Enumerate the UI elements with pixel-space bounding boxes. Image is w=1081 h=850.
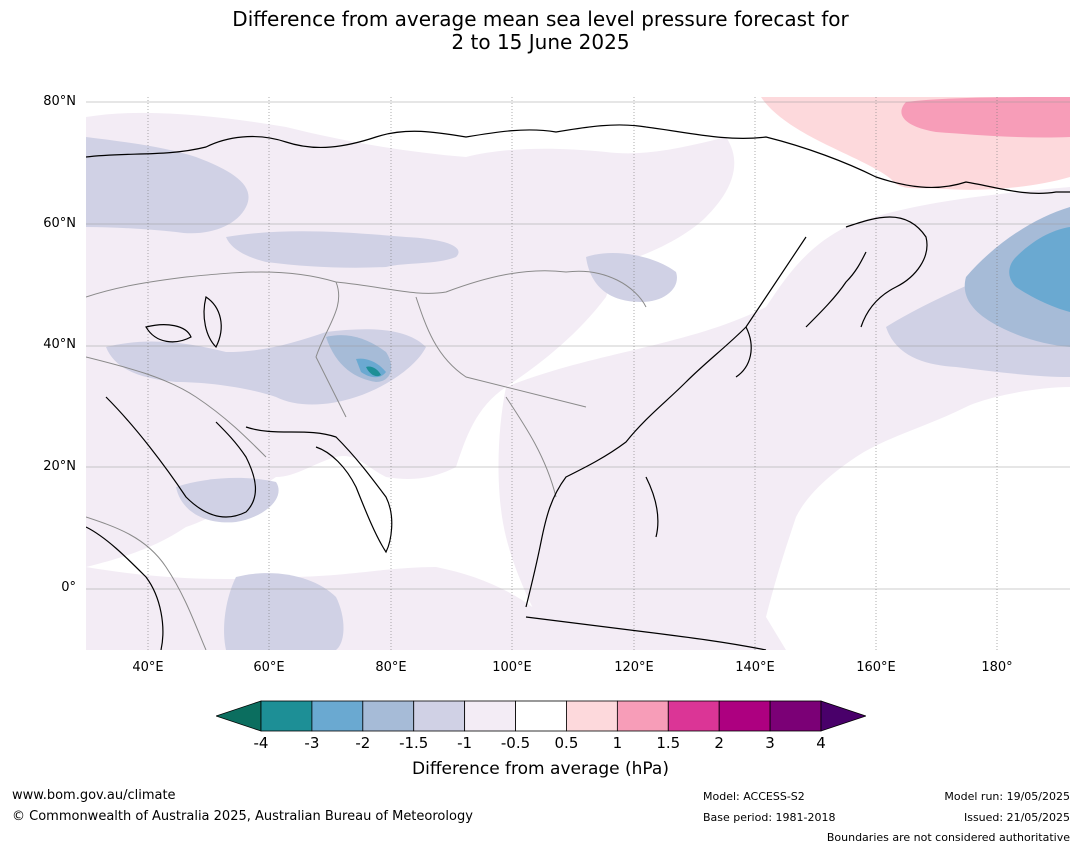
colorbar-swatch xyxy=(413,700,466,732)
colorbar xyxy=(214,700,868,732)
shade-band-minus1-5-e xyxy=(224,573,344,650)
colorbar-swatch xyxy=(464,700,516,732)
colorbar-swatch xyxy=(260,700,313,732)
colorbar-title: Difference from average (hPa) xyxy=(412,759,669,779)
colorbar-tick-label: 3 xyxy=(765,734,775,752)
footer-url-link[interactable]: www.bom.gov.au/climate xyxy=(12,788,176,803)
colorbar-extend-low xyxy=(214,700,262,732)
title-line-1: Difference from average mean sea level p… xyxy=(232,7,849,31)
shade-band-minus1-5-a xyxy=(86,137,249,234)
colorbar-swatch xyxy=(515,700,567,732)
country-boundaries xyxy=(86,270,647,650)
lat-label-20n: 20°N xyxy=(43,459,76,474)
footer-copyright: © Commonwealth of Australia 2025, Austra… xyxy=(12,809,473,824)
colorbar-tick-label: 1 xyxy=(612,734,623,752)
colorbar-tick-label: -4 xyxy=(253,734,269,752)
colorbar-tick-label: -1.5 xyxy=(399,734,429,752)
footer-disclaimer: Boundaries are not considered authoritat… xyxy=(826,831,1070,844)
lon-label-60e: 60°E xyxy=(253,660,285,675)
lon-label-100e: 100°E xyxy=(492,660,532,675)
shade-band-minus1-5-b xyxy=(226,231,459,268)
colorbar-tick-label: -3 xyxy=(304,734,320,752)
colorbar-swatch xyxy=(769,700,822,732)
footer-issued: Issued: 21/05/2025 xyxy=(963,811,1070,824)
shade-band-plus1-northeast xyxy=(901,97,1070,138)
colorbar-tick-label: 2 xyxy=(714,734,724,752)
shade-band-minus4-himalaya xyxy=(366,366,381,377)
colorbar-tick-label: -2 xyxy=(355,734,371,752)
lat-label-40n: 40°N xyxy=(43,337,76,352)
shade-band-minus1-5-d xyxy=(176,477,279,523)
lat-label-60n: 60°N xyxy=(43,216,76,231)
lat-label-80n: 80°N xyxy=(43,94,76,109)
colorbar-tick-label: 0.5 xyxy=(554,734,579,752)
colorbar-tick-label: 4 xyxy=(816,734,826,752)
colorbar-swatch xyxy=(311,700,364,732)
meridians xyxy=(147,97,998,650)
lon-label-160e: 160°E xyxy=(856,660,896,675)
colorbar-swatch xyxy=(616,700,669,732)
colorbar-swatch xyxy=(667,700,720,732)
map-title: Difference from average mean sea level p… xyxy=(0,8,1081,54)
lon-label-140e: 140°E xyxy=(735,660,775,675)
lon-label-120e: 120°E xyxy=(614,660,654,675)
anomaly-shading xyxy=(86,97,1070,650)
title-line-2: 2 to 15 June 2025 xyxy=(451,30,630,54)
pressure-anomaly-map xyxy=(86,97,1070,650)
lon-label-180: 180° xyxy=(981,660,1013,675)
coastlines xyxy=(86,124,1070,650)
footer-base-period: Base period: 1981-2018 xyxy=(703,811,836,824)
shade-band-minus1-east xyxy=(498,187,1070,650)
colorbar-tick-label: 1.5 xyxy=(656,734,681,752)
lon-label-80e: 80°E xyxy=(375,660,407,675)
shade-band-minus3-east xyxy=(1009,227,1070,312)
colorbar-swatch xyxy=(362,700,415,732)
lon-label-40e: 40°E xyxy=(132,660,164,675)
footer-model-run: Model run: 19/05/2025 xyxy=(944,790,1070,803)
colorbar-extend-high xyxy=(820,700,868,732)
shade-band-minus1-north xyxy=(466,137,735,271)
colorbar-swatch xyxy=(718,700,771,732)
colorbar-tick-label: -1 xyxy=(457,734,473,752)
lat-label-0: 0° xyxy=(61,580,76,595)
footer-model: Model: ACCESS-S2 xyxy=(703,790,805,803)
colorbar-swatch xyxy=(566,700,618,732)
colorbar-tick-label: -0.5 xyxy=(500,734,531,752)
shade-band-minus1-5-f xyxy=(586,252,677,302)
